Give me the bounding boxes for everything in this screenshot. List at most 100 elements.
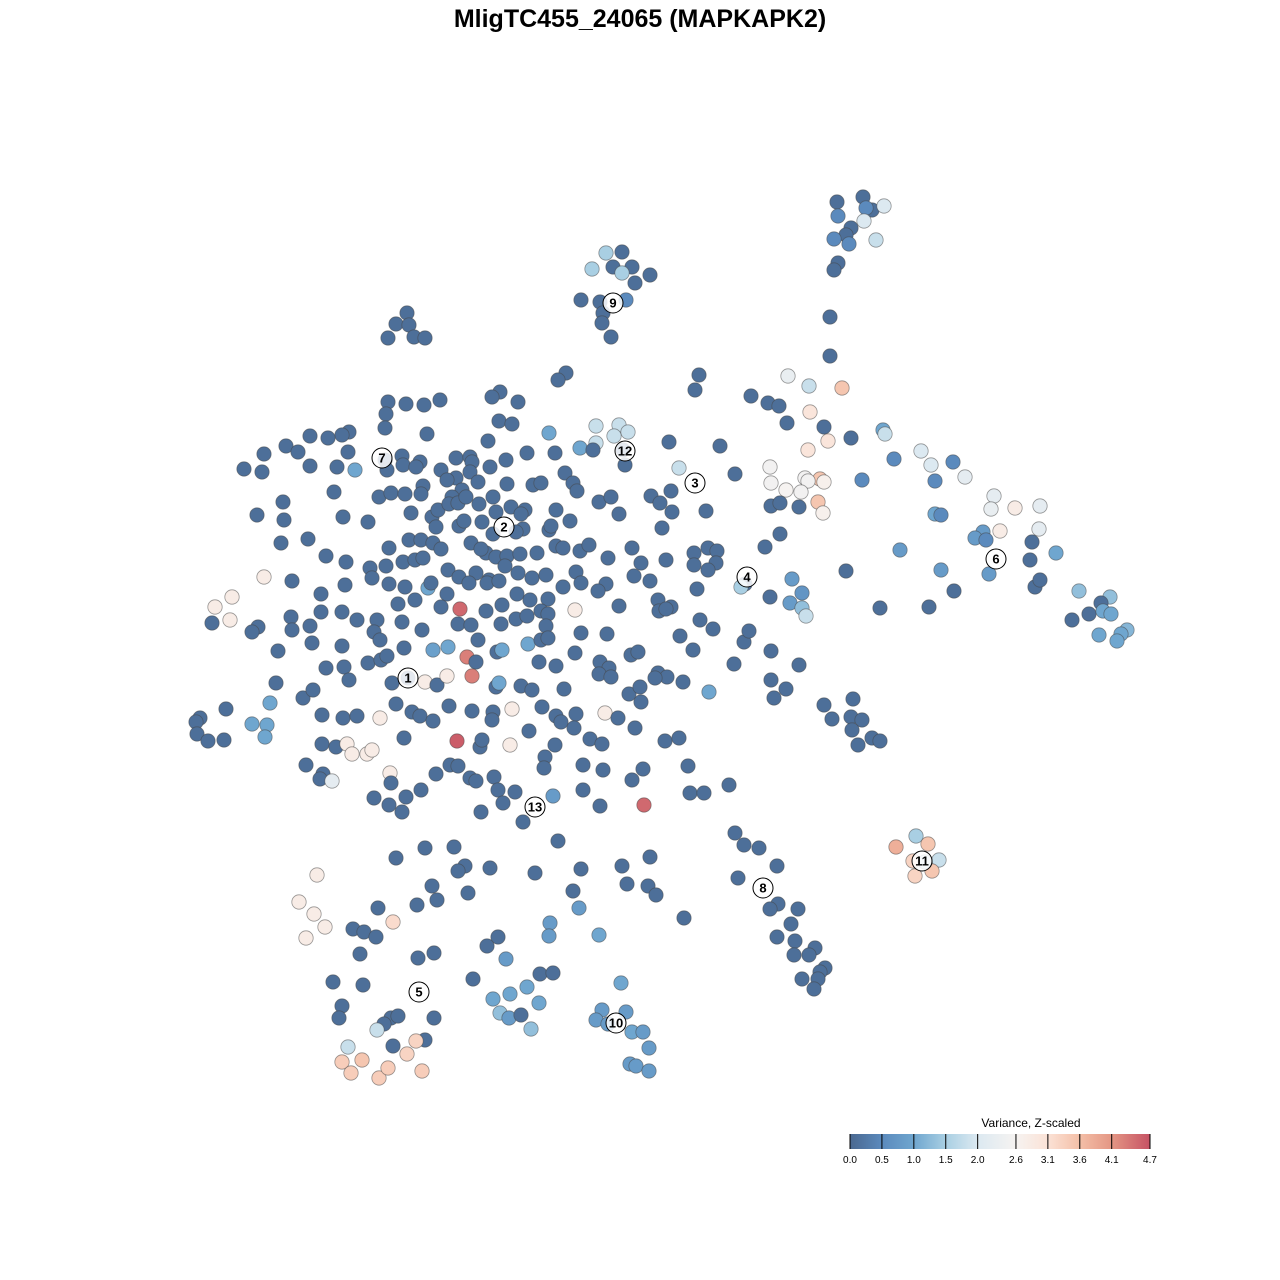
data-point bbox=[545, 965, 561, 981]
legend-ticks: 0.0 0.5 1.0 1.5 2.0 2.6 3.1 3.6 4.1 4.7 bbox=[843, 1134, 1157, 1166]
cluster-label-text: 12 bbox=[618, 444, 632, 459]
data-point bbox=[254, 464, 270, 480]
data-point bbox=[741, 623, 757, 639]
data-point bbox=[632, 679, 648, 695]
data-point bbox=[448, 450, 464, 466]
data-point bbox=[757, 539, 773, 555]
cluster-label-badge bbox=[371, 447, 393, 469]
cluster-label-badge bbox=[614, 440, 636, 462]
data-point bbox=[791, 657, 807, 673]
data-point bbox=[473, 541, 489, 557]
data-point bbox=[680, 758, 696, 774]
data-point bbox=[923, 457, 939, 473]
data-point bbox=[384, 675, 400, 691]
data-point bbox=[490, 929, 506, 945]
data-point bbox=[548, 658, 564, 674]
data-point bbox=[300, 531, 316, 547]
data-point bbox=[474, 732, 490, 748]
data-point bbox=[641, 1040, 657, 1056]
data-point bbox=[200, 733, 216, 749]
data-point bbox=[566, 720, 582, 736]
data-point bbox=[412, 708, 428, 724]
data-point bbox=[611, 506, 627, 522]
data-point bbox=[439, 586, 455, 602]
data-point bbox=[335, 710, 351, 726]
data-point bbox=[486, 769, 502, 785]
data-point bbox=[372, 710, 388, 726]
legend-colorbar bbox=[850, 1134, 1150, 1149]
data-point bbox=[824, 711, 840, 727]
data-point bbox=[1007, 500, 1023, 516]
data-point bbox=[349, 708, 365, 724]
data-point bbox=[189, 726, 205, 742]
data-point bbox=[491, 413, 507, 429]
cluster-label: 11 bbox=[911, 850, 933, 872]
cluster-label-text: 9 bbox=[609, 296, 616, 311]
data-point bbox=[318, 548, 334, 564]
data-point bbox=[786, 947, 802, 963]
data-point bbox=[844, 722, 860, 738]
data-point bbox=[473, 804, 489, 820]
data-point bbox=[520, 636, 536, 652]
data-point bbox=[779, 415, 795, 431]
data-point bbox=[471, 496, 487, 512]
data-point bbox=[614, 858, 630, 874]
data-point bbox=[815, 505, 831, 521]
data-point bbox=[368, 929, 384, 945]
data-point bbox=[439, 472, 455, 488]
data-point bbox=[540, 630, 556, 646]
data-point bbox=[978, 532, 994, 548]
legend-tick-label: 0.0 bbox=[843, 1155, 857, 1166]
data-point bbox=[244, 624, 260, 640]
data-point bbox=[504, 416, 520, 432]
cluster-label-text: 6 bbox=[992, 552, 999, 567]
data-point bbox=[921, 599, 937, 615]
data-point bbox=[397, 579, 413, 595]
data-point bbox=[360, 655, 376, 671]
data-point bbox=[793, 484, 809, 500]
legend-tick-label: 3.1 bbox=[1041, 1155, 1055, 1166]
data-point bbox=[772, 495, 788, 511]
data-point bbox=[270, 643, 286, 659]
data-point bbox=[304, 635, 320, 651]
data-point bbox=[599, 626, 615, 642]
cluster-label: 9 bbox=[602, 292, 624, 314]
data-point bbox=[594, 736, 610, 752]
data-point bbox=[772, 526, 788, 542]
data-point bbox=[872, 600, 888, 616]
data-point bbox=[498, 452, 514, 468]
data-point bbox=[854, 712, 870, 728]
data-point bbox=[675, 674, 691, 690]
data-point bbox=[533, 475, 549, 491]
data-point bbox=[830, 208, 846, 224]
data-point bbox=[794, 971, 810, 987]
data-point bbox=[573, 292, 589, 308]
data-point bbox=[485, 489, 501, 505]
data-point bbox=[556, 681, 572, 697]
data-point bbox=[336, 659, 352, 675]
data-point bbox=[1109, 633, 1125, 649]
data-point bbox=[278, 438, 294, 454]
data-point bbox=[335, 509, 351, 525]
data-point bbox=[366, 790, 382, 806]
data-point bbox=[334, 427, 350, 443]
data-point bbox=[302, 458, 318, 474]
data-point bbox=[603, 489, 619, 505]
data-point bbox=[763, 643, 779, 659]
data-point bbox=[778, 681, 794, 697]
cluster-label-text: 13 bbox=[528, 800, 542, 815]
data-point bbox=[524, 570, 540, 586]
data-point bbox=[591, 927, 607, 943]
data-point bbox=[581, 537, 597, 553]
cluster-label-text: 3 bbox=[691, 476, 698, 491]
data-point bbox=[338, 554, 354, 570]
data-point bbox=[685, 642, 701, 658]
data-point bbox=[309, 867, 325, 883]
data-point bbox=[446, 839, 462, 855]
data-point bbox=[355, 977, 371, 993]
data-point bbox=[302, 618, 318, 634]
data-point bbox=[414, 1063, 430, 1079]
data-point bbox=[627, 720, 643, 736]
data-point bbox=[352, 946, 368, 962]
data-point bbox=[462, 464, 478, 480]
